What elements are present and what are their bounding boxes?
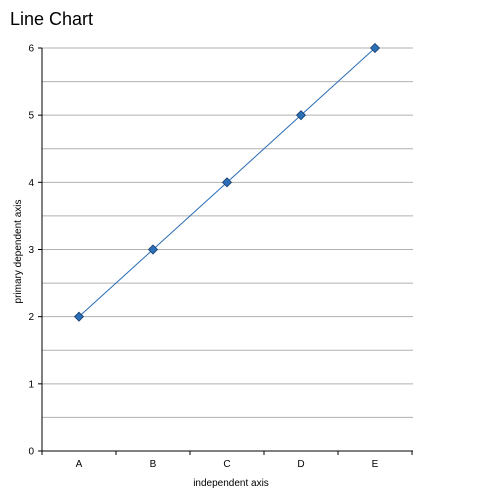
gridlines — [42, 47, 413, 418]
x-axis-title: independent axis — [193, 478, 269, 489]
x-tick-labels: A B C D E — [41, 451, 413, 470]
x-tick-label: A — [76, 459, 83, 470]
series — [73, 42, 381, 322]
data-point — [221, 177, 233, 188]
y-tick-labels: 0 1 2 3 4 5 6 — [28, 44, 42, 458]
x-tick-label: D — [297, 459, 304, 470]
chart-title: Line Chart — [10, 9, 94, 29]
data-point — [369, 42, 381, 54]
y-tick-label: 2 — [28, 312, 34, 323]
y-tick-label: 6 — [28, 44, 34, 55]
x-tick-label: E — [372, 459, 379, 470]
x-tick-label: C — [223, 459, 230, 470]
y-tick-label: 4 — [28, 178, 34, 189]
data-point — [295, 110, 307, 121]
y-axis-title: primary dependent axis — [13, 200, 24, 304]
y-tick-label: 1 — [28, 379, 34, 390]
y-tick-label: 3 — [28, 245, 34, 256]
y-tick-label: 0 — [28, 447, 34, 458]
x-tick-label: B — [150, 459, 157, 470]
data-point — [73, 311, 85, 322]
data-point — [147, 244, 159, 255]
y-tick-label: 5 — [28, 111, 34, 122]
